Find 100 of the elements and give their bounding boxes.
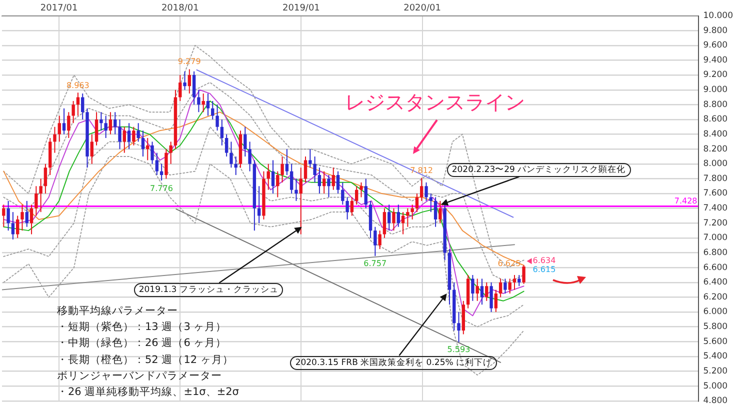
y-tick-label: 8.000 [703,159,728,170]
annotation: 8.963 [66,80,90,90]
ref-line-label: 7.428 [674,196,698,206]
candlestick [11,212,15,240]
y-tick-label: 9.000 [703,85,728,96]
candlestick [396,204,400,228]
annotation: 6.625 [498,258,521,268]
candlestick [136,122,140,142]
candlestick [336,170,340,194]
candlestick [108,112,112,135]
y-tick-label: 9.200 [703,70,728,80]
candlestick [67,112,70,138]
y-tick-label: 6.600 [703,262,728,273]
candlestick [25,200,28,228]
candlestick [81,93,84,120]
candlestick [30,204,34,235]
candlestick [16,215,20,238]
candlestick [34,186,38,216]
candlestick [308,148,312,168]
y-tick-label: 5.800 [703,322,728,332]
candlestick [360,182,363,198]
candlestick [127,122,131,150]
candlestick [62,108,66,135]
candlestick [378,230,382,250]
annotation: ボリンジャーバンドパラメーター [57,370,222,382]
y-tick-label: 5.200 [703,366,728,376]
candlestick [504,278,507,294]
candlestick [480,278,484,306]
y-tick-label: 8.600 [703,114,728,125]
callout-box: 2020.3.15 FRB 米国政策金利を 0.25% に利下げ [290,356,498,370]
y-tick-label: 9.400 [703,55,728,66]
candlestick [202,93,205,113]
candlestick [420,177,424,202]
annotation: 7.812 [410,166,434,176]
x-tick-label: 2017/01 [40,4,78,14]
candlestick [20,204,24,232]
y-tick-label: 7.600 [703,188,728,199]
candlestick [382,208,386,238]
candlestick [355,186,358,206]
candlestick [90,134,94,164]
candlestick [518,274,521,287]
candlestick [216,104,219,132]
y-tick-label: 6.000 [703,307,728,318]
candlestick [220,118,224,146]
annotation: レジスタンスライン [345,90,525,114]
x-tick-label: 2018/01 [161,4,199,14]
candlestick [114,112,117,135]
candlestick [522,264,526,284]
candlestick [169,141,172,164]
candlestick [104,115,108,138]
x-tick-label: 2020/01 [404,4,441,14]
candlestick [164,148,168,180]
candlestick [94,112,98,146]
candlestick [285,148,289,176]
y-tick-label: 6.200 [703,292,728,302]
candlestick [6,200,10,232]
candlestick [392,208,396,232]
y-tick-label: 9.800 [703,26,728,36]
candlestick [332,167,335,190]
y-tick-label: 5.400 [703,352,728,362]
y-tick-label: 7.000 [703,233,728,244]
y-tick-label: 10.000 [703,11,734,22]
candlestick [471,274,474,302]
candlestick [294,178,298,202]
candlestick [327,174,330,198]
candlestick [457,312,460,343]
candlestick [206,93,210,116]
candlestick [178,74,182,102]
candlestick [299,167,302,235]
annotation: 9.279 [178,57,201,67]
candlestick [512,274,516,290]
candlestick [72,100,75,124]
candlestick [280,156,284,183]
candlestick [192,70,196,106]
candlestick [490,282,493,313]
candlestick [155,152,159,176]
candlestick [508,278,512,294]
candlestick [374,226,377,256]
y-tick-label: 5.600 [703,336,728,347]
candlestick [429,193,432,213]
candlestick [341,182,344,206]
candlestick [415,193,419,213]
candlestick [290,163,294,194]
candlestick [271,160,275,194]
candlestick [53,126,56,154]
candlestick [410,204,414,220]
candlestick [141,130,145,158]
candlestick [224,134,228,158]
callout-box: 2020.2.23〜29 パンデミックリスク顕在化 [446,162,631,177]
candlestick [434,196,438,228]
candlestick [183,70,186,90]
candlestick [346,196,349,220]
annotation: ・長期（橙色）：52 週（12 ヶ月） [57,354,234,366]
annotation: ・26 週単純移動平均線、±1σ、±2σ [57,386,239,399]
y-tick-label: 8.200 [703,144,728,154]
candlestick [485,282,488,302]
candlestick [476,278,479,302]
candlestick [39,178,42,213]
candlestick [424,182,428,202]
candlestick [257,186,261,224]
